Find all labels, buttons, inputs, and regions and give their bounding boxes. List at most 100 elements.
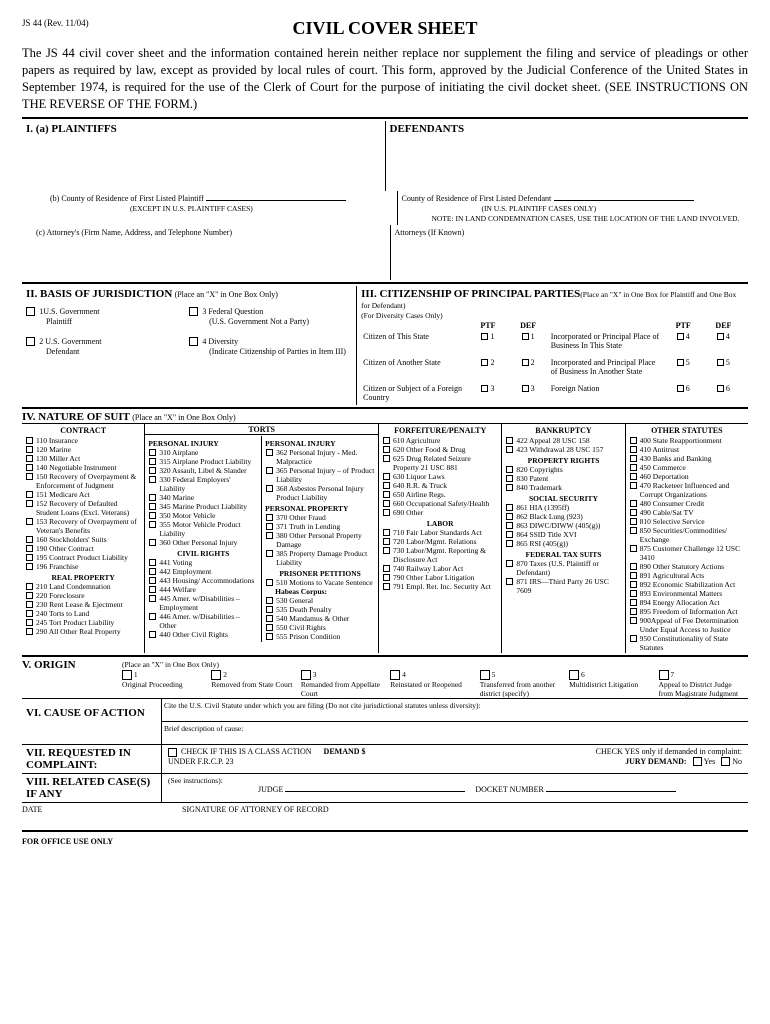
nature-checkbox[interactable] [26,545,33,552]
nature-checkbox[interactable] [26,619,33,626]
nature-checkbox[interactable] [26,601,33,608]
nature-checkbox[interactable] [26,473,33,480]
nature-checkbox[interactable] [630,608,637,615]
nature-checkbox[interactable] [630,581,637,588]
nature-checkbox[interactable] [630,455,637,462]
nature-checkbox[interactable] [149,595,156,602]
cb-cit-3-def[interactable] [522,385,529,392]
county-plaintiff-line[interactable] [206,200,346,201]
nature-checkbox[interactable] [383,538,390,545]
nature-checkbox[interactable] [266,485,273,492]
nature-checkbox[interactable] [149,586,156,593]
nature-checkbox[interactable] [383,529,390,536]
cb-cit-1-ptf[interactable] [481,333,488,340]
county-defendant-line[interactable] [554,200,694,201]
nature-checkbox[interactable] [506,484,513,491]
cb-origin-4[interactable] [390,670,400,680]
cb-cit-6-ptf[interactable] [677,385,684,392]
nature-checkbox[interactable] [266,532,273,539]
cb-cit-5-def[interactable] [717,359,724,366]
nature-checkbox[interactable] [149,559,156,566]
cb-origin-3[interactable] [301,670,311,680]
cb-diversity[interactable] [189,337,198,346]
nature-checkbox[interactable] [630,446,637,453]
cb-origin-6[interactable] [569,670,579,680]
cb-jury-yes[interactable] [693,757,702,766]
nature-checkbox[interactable] [266,633,273,640]
nature-checkbox[interactable] [266,624,273,631]
nature-checkbox[interactable] [506,578,513,585]
nature-checkbox[interactable] [26,583,33,590]
docket-line[interactable] [546,791,676,792]
cb-origin-7[interactable] [659,670,669,680]
nature-checkbox[interactable] [26,446,33,453]
nature-checkbox[interactable] [266,597,273,604]
cb-origin-5[interactable] [480,670,490,680]
nature-checkbox[interactable] [149,539,156,546]
nature-checkbox[interactable] [149,577,156,584]
nature-checkbox[interactable] [383,437,390,444]
nature-checkbox[interactable] [630,590,637,597]
nature-checkbox[interactable] [149,568,156,575]
nature-checkbox[interactable] [26,592,33,599]
nature-checkbox[interactable] [506,466,513,473]
nature-checkbox[interactable] [383,482,390,489]
nature-checkbox[interactable] [506,504,513,511]
nature-checkbox[interactable] [266,467,273,474]
cb-usgov-defendant[interactable] [26,337,35,346]
nature-checkbox[interactable] [149,503,156,510]
nature-checkbox[interactable] [630,482,637,489]
nature-checkbox[interactable] [149,512,156,519]
nature-checkbox[interactable] [26,563,33,570]
nature-checkbox[interactable] [506,560,513,567]
cb-cit-3-ptf[interactable] [481,385,488,392]
cb-origin-2[interactable] [211,670,221,680]
cb-cit-2-ptf[interactable] [481,359,488,366]
nature-checkbox[interactable] [266,514,273,521]
nature-checkbox[interactable] [630,563,637,570]
nature-checkbox[interactable] [26,437,33,444]
nature-checkbox[interactable] [149,476,156,483]
nature-checkbox[interactable] [506,540,513,547]
nature-checkbox[interactable] [149,521,156,528]
nature-checkbox[interactable] [630,509,637,516]
nature-checkbox[interactable] [506,513,513,520]
nature-checkbox[interactable] [630,500,637,507]
judge-line[interactable] [285,791,465,792]
nature-checkbox[interactable] [26,455,33,462]
nature-checkbox[interactable] [266,579,273,586]
nature-checkbox[interactable] [383,583,390,590]
nature-checkbox[interactable] [630,635,637,642]
cb-cit-4-def[interactable] [717,333,724,340]
nature-checkbox[interactable] [630,437,637,444]
nature-checkbox[interactable] [149,494,156,501]
nature-checkbox[interactable] [26,628,33,635]
nature-checkbox[interactable] [630,518,637,525]
nature-checkbox[interactable] [630,572,637,579]
cb-jury-no[interactable] [721,757,730,766]
cb-usgov-plaintiff[interactable] [26,307,35,316]
nature-checkbox[interactable] [266,523,273,530]
nature-checkbox[interactable] [26,500,33,507]
nature-checkbox[interactable] [26,518,33,525]
nature-checkbox[interactable] [383,455,390,462]
cb-origin-1[interactable] [122,670,132,680]
cb-fed-question[interactable] [189,307,198,316]
nature-checkbox[interactable] [266,606,273,613]
nature-checkbox[interactable] [149,613,156,620]
nature-checkbox[interactable] [506,522,513,529]
nature-checkbox[interactable] [383,565,390,572]
cb-cit-4-ptf[interactable] [677,333,684,340]
nature-checkbox[interactable] [26,491,33,498]
nature-checkbox[interactable] [506,437,513,444]
nature-checkbox[interactable] [149,449,156,456]
nature-checkbox[interactable] [266,550,273,557]
nature-checkbox[interactable] [26,554,33,561]
nature-checkbox[interactable] [506,531,513,538]
nature-checkbox[interactable] [383,446,390,453]
cb-cit-2-def[interactable] [522,359,529,366]
nature-checkbox[interactable] [266,615,273,622]
nature-checkbox[interactable] [383,500,390,507]
nature-checkbox[interactable] [630,617,637,624]
nature-checkbox[interactable] [506,446,513,453]
